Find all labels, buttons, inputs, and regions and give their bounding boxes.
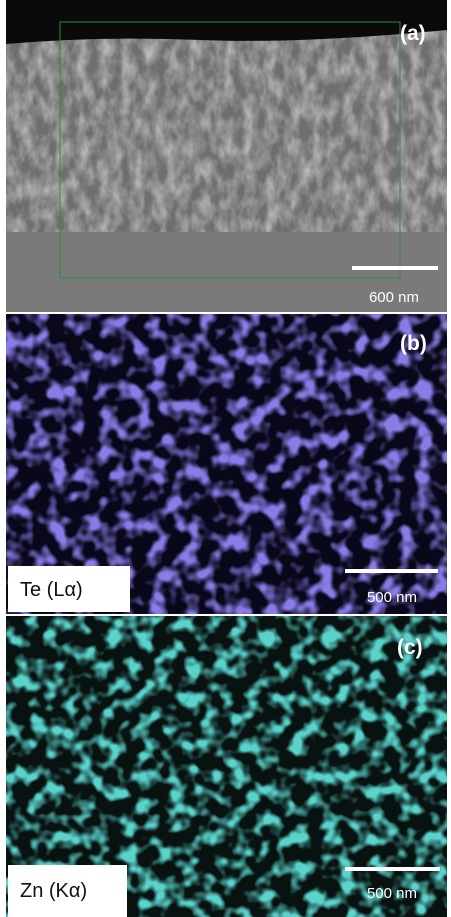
scale-bar [352, 266, 438, 270]
scale-bar [345, 867, 440, 871]
panel-label: (a) [400, 22, 426, 45]
panel-a: (a) 600 nm [6, 0, 447, 312]
scale-bar [345, 569, 438, 573]
element-label: Zn (Kα) [20, 880, 87, 902]
substrate [6, 232, 447, 312]
film-texture [6, 30, 447, 232]
element-box [8, 566, 130, 612]
roi-box [59, 21, 401, 279]
element-label: Te (Lα) [20, 579, 83, 601]
scale-bar-label: 500 nm [367, 589, 417, 606]
panel-label: (c) [397, 636, 423, 659]
te-map [6, 314, 447, 614]
scale-bar-label: 600 nm [369, 289, 419, 306]
scale-bar-label: 500 nm [367, 885, 417, 902]
panel-b: (b) Te (Lα) 500 nm [6, 314, 447, 614]
panel-label: (b) [400, 332, 427, 355]
panel-c: (c) Zn (Kα) 500 nm [6, 616, 447, 917]
element-box [8, 865, 127, 917]
